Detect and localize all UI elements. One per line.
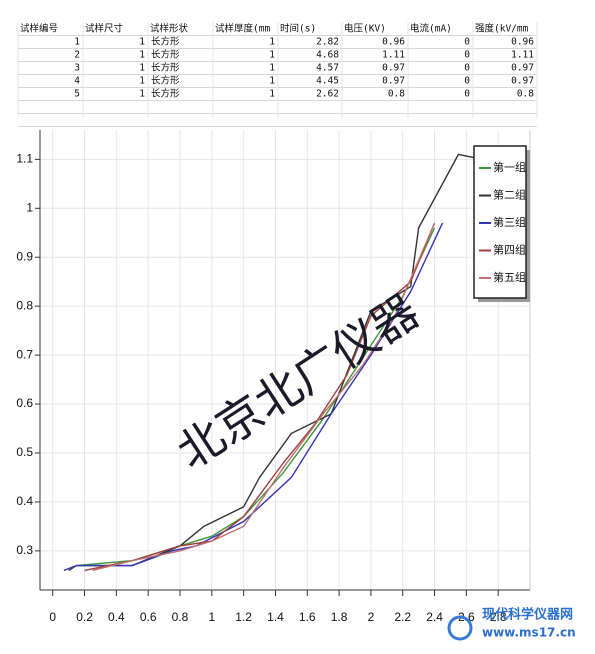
x-tick-label: 0.4 [108,610,125,624]
x-tick-label: 0.2 [76,610,93,624]
chart: 0 0.2 0.4 0.6 0.8 1 1.2 1.4 1.6 1.8 2 2.2 2.4 2.6 2.8 0… [16,130,531,624]
legend-label: 第一组 [493,160,526,174]
x-tick-label: 2.8 [490,610,507,624]
y-tick-label: 0.6 [16,396,33,410]
table-cell: 2.82 [316,37,339,48]
x-tick-label: 1.6 [299,610,316,624]
table-header: 试样编号 [20,23,58,35]
y-tick-label: 1 [26,200,33,214]
x-tick-label: 2.2 [394,610,411,624]
y-tick-label: 0.9 [16,249,33,263]
table-cell: 0 [464,50,470,61]
table-header: 试样厚度(mm [215,23,270,35]
x-tick-label: 2.4 [426,610,443,624]
table-cell: 0.8 [517,89,534,100]
data-table: 试样编号 试样尺寸 试样形状 试样厚度(mm 时间(s) 电压(KV) 电流(mA) 强度(k… [17,22,538,127]
table-cell: 0.97 [382,76,405,87]
legend-label: 第四组 [493,243,526,257]
y-tick-label: 0.8 [16,298,33,312]
table-cell: 0 [464,63,470,74]
x-tick-label: 2 [368,610,375,624]
table-cell: 4 [74,76,80,87]
logo-url: www.ms17.cn [482,626,576,640]
table-cell: 2.62 [316,89,339,100]
table-cell: 0 [464,89,470,100]
table-cell: 1 [269,63,275,74]
table-cell: 1 [74,37,80,48]
table-cell: 0 [464,37,470,48]
x-tick-label: 1.8 [331,610,348,624]
x-tick-label: 0.8 [172,610,189,624]
table-cell: 长方形 [151,75,180,87]
table-header: 试样尺寸 [85,23,124,35]
table-cell: 0.97 [511,63,534,74]
table-cell: 1 [139,76,145,87]
x-tick-label: 0 [49,610,56,624]
table-cell: 4.57 [316,63,339,74]
table-cell: 0.96 [382,37,405,48]
table-header: 电流(mA) [410,23,452,35]
legend-label: 第五组 [493,270,526,284]
table-cell: 1 [139,89,145,100]
table-cell: 1 [269,76,275,87]
table-cell: 0.97 [511,76,534,87]
x-tick-label: 1 [208,610,215,624]
y-tick-label: 1.1 [16,152,33,166]
series-line [84,222,436,572]
y-tick-label: 0.7 [16,347,33,361]
table-cell: 长方形 [151,62,180,74]
table-cell: 1 [269,37,275,48]
table-cell: 0.96 [511,37,534,48]
table-cell: 长方形 [151,36,180,48]
table-cell: 1.11 [382,50,405,61]
logo-title: 现代科学仪器网 [482,607,573,623]
table-cell: 2 [74,50,80,61]
legend-label: 第二组 [493,188,526,202]
table-cell: 1 [139,63,145,74]
table-header: 强度(kV/mm [475,23,529,35]
x-tick-label: 1.4 [267,610,284,624]
table-cell: 1 [269,50,275,61]
table-header: 时间(s) [280,23,316,35]
table-cell: 0.97 [382,63,405,74]
y-tick-label: 0.4 [16,494,33,508]
table-cell: 1.11 [511,50,534,61]
table-cell: 3 [74,63,80,74]
table-cell: 0.8 [388,89,405,100]
y-tick-label: 0.3 [16,543,33,557]
table-cell: 0 [464,76,470,87]
table-cell: 长方形 [151,49,180,61]
series-line [92,222,436,572]
x-tick-label: 1.2 [235,610,252,624]
y-tick-label: 0.5 [16,445,33,459]
table-cell: 1 [269,89,275,100]
legend-label: 第三组 [493,215,526,229]
table-cell: 4.68 [316,50,339,61]
table-cell: 4.45 [316,76,339,87]
x-tick-label: 0.6 [140,610,157,624]
x-tick-label: 2.6 [458,610,475,624]
table-header: 试样形状 [150,23,189,35]
table-cell: 5 [74,89,80,100]
table-cell: 1 [139,37,145,48]
table-header: 电压(KV) [344,23,386,35]
logo-icon [447,615,473,641]
table-cell: 长方形 [151,88,180,100]
table-cell: 1 [139,50,145,61]
logo: 现代科学仪器网 www.ms17.cn [447,607,576,641]
